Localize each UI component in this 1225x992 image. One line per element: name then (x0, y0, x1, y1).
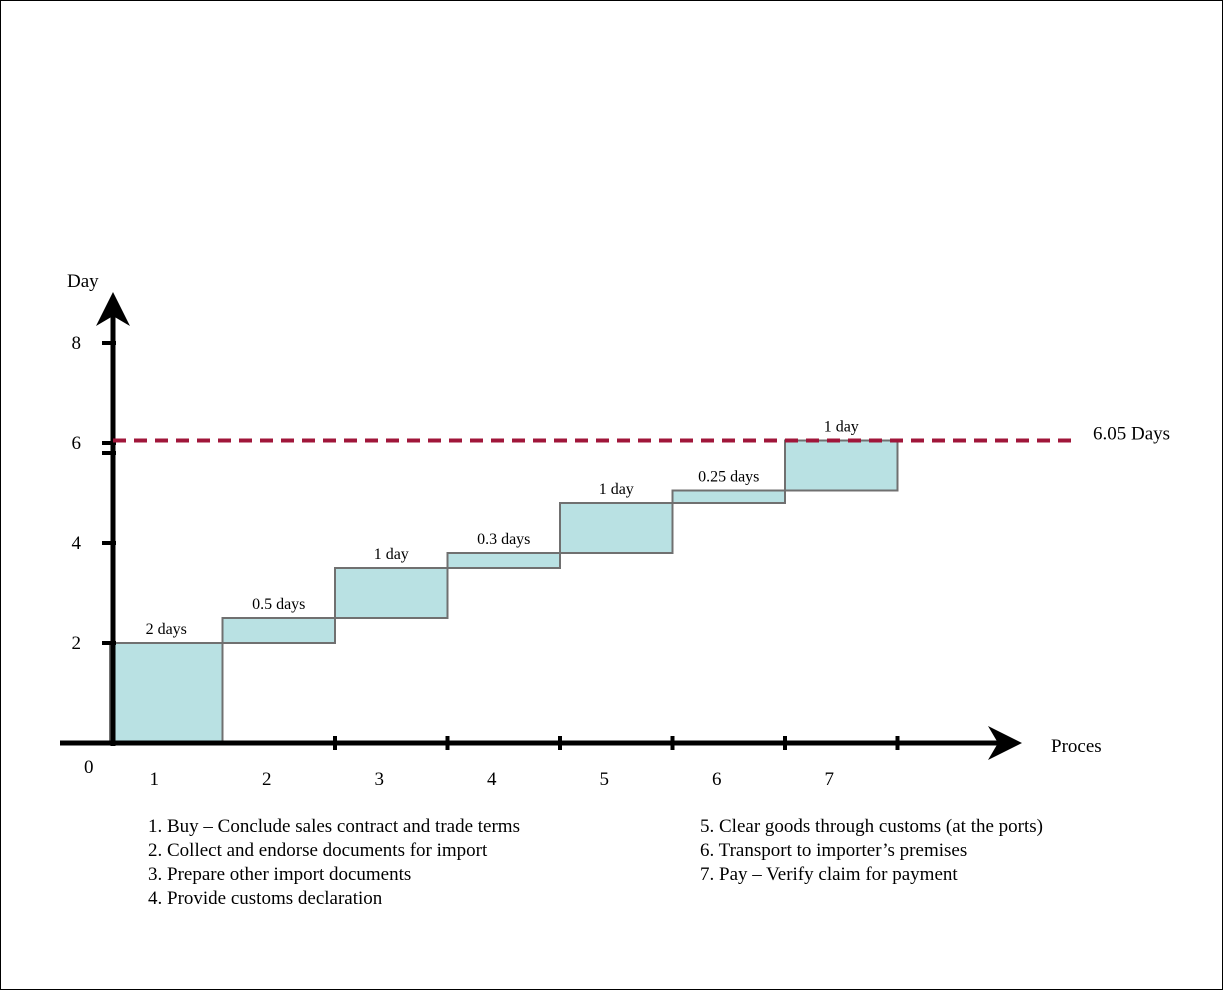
bar-step-3 (334, 567, 449, 619)
legend-item: 5. Clear goods through customs (at the p… (700, 816, 1044, 837)
legend-item: 2. Collect and endorse documents for imp… (148, 840, 488, 861)
bar-step-7 (784, 439, 899, 492)
bar-step-6 (671, 489, 786, 504)
total-line-label: 6.05 Days (1093, 424, 1170, 445)
x-tick-label: 4 (487, 769, 497, 790)
x-tick-label: 6 (712, 769, 722, 790)
legend-item: 3. Prepare other import documents (148, 864, 412, 885)
y-tick-label: 6 (72, 433, 82, 454)
bar-step-1 (109, 642, 224, 744)
x-tick-label: 1 (150, 769, 160, 790)
y-axis-label: Day (67, 271, 99, 292)
x-tick-label: 7 (825, 769, 835, 790)
y-axis-arrowhead (96, 292, 130, 326)
legend-item: 1. Buy – Conclude sales contract and tra… (148, 816, 520, 837)
y-tick-label: 4 (72, 533, 82, 554)
x-tick-label: 5 (600, 769, 610, 790)
legend-left: 1. Buy – Conclude sales contract and tra… (148, 815, 520, 911)
legend-right: 5. Clear goods through customs (at the p… (700, 815, 1043, 887)
bar-step-2 (221, 617, 336, 644)
y-tick-label: 8 (72, 333, 82, 354)
y-tick-label: 2 (72, 633, 82, 654)
data-label-step-5: 1 day (599, 481, 634, 498)
legend-item: 4. Provide customs declaration (148, 888, 383, 909)
data-label-step-1: 2 days (146, 621, 187, 638)
origin-label: 0 (84, 757, 94, 778)
x-tick-label: 2 (262, 769, 272, 790)
x-axis-label: Proces (1051, 736, 1102, 757)
data-label-step-3: 1 day (374, 546, 409, 563)
bar-step-4 (446, 552, 561, 569)
legend-item: 7. Pay – Verify claim for payment (700, 864, 958, 885)
data-label-step-4: 0.3 days (477, 531, 530, 548)
x-tick-label: 3 (375, 769, 385, 790)
bar-step-5 (559, 502, 674, 554)
legend-item: 6. Transport to importer’s premises (700, 840, 968, 861)
x-axis-arrowhead (988, 726, 1022, 760)
data-label-step-7: 1 day (824, 419, 859, 436)
data-label-step-6: 0.25 days (698, 469, 759, 486)
data-label-step-2: 0.5 days (252, 596, 305, 613)
